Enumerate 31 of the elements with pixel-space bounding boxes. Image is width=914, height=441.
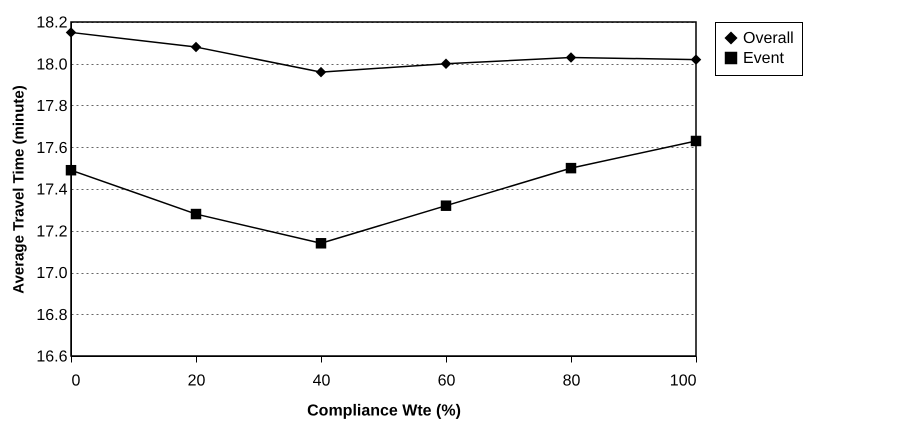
y-tick-label: 18.2 xyxy=(36,14,68,32)
x-tick-label: 100 xyxy=(670,372,697,390)
y-tick-label: 17.4 xyxy=(36,182,68,198)
point xyxy=(190,42,202,52)
x-axis-title: Compliance Wte (%) xyxy=(307,402,461,420)
legend-label: Overall xyxy=(743,30,794,47)
x-tick-label: 80 xyxy=(562,372,580,390)
x-tick-label: 20 xyxy=(188,372,206,390)
point xyxy=(316,238,326,249)
point xyxy=(66,164,76,176)
y-tick-label: 16.6 xyxy=(36,348,68,366)
point xyxy=(316,66,326,78)
point xyxy=(690,136,702,146)
x-tick-label: 60 xyxy=(438,372,456,390)
legend-label: Event xyxy=(743,50,784,67)
y-tick-label: 17.6 xyxy=(36,140,68,157)
y-tick-label: 16.8 xyxy=(36,306,68,324)
y-axis-title: Average Travel Time (minute) xyxy=(10,85,28,294)
x-tick-label: 0 xyxy=(72,372,80,390)
y-tick-label: 17.2 xyxy=(36,223,68,240)
point xyxy=(566,52,576,63)
point xyxy=(690,54,702,65)
point xyxy=(440,58,452,69)
point xyxy=(190,208,202,220)
point xyxy=(566,162,576,174)
y-tick-label: 17.8 xyxy=(36,98,68,115)
y-tick-label: 18.0 xyxy=(36,56,68,74)
y-tick-label: 17.0 xyxy=(36,265,68,282)
x-tick-label: 40 xyxy=(312,372,330,390)
point xyxy=(66,27,76,38)
point xyxy=(440,200,452,211)
